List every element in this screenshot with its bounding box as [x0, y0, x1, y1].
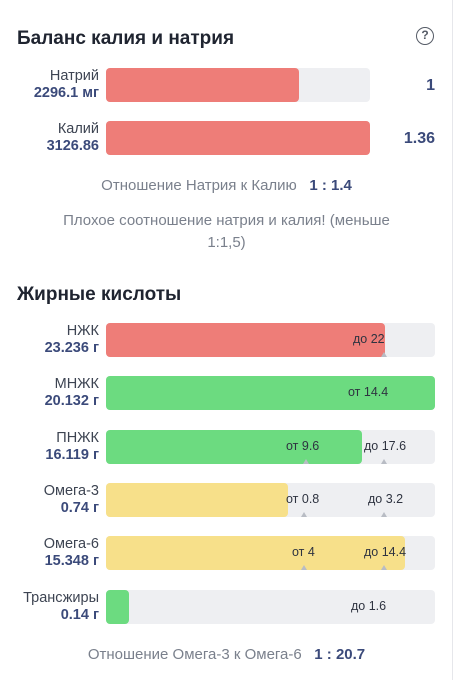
- row-label: МНЖК 20.132 г: [45, 376, 99, 410]
- row-omega3: Омега-3 0.74 г от 0.8 до 3.2: [0, 483, 453, 521]
- progress-track: от 4 до 14.4: [106, 536, 435, 570]
- progress-track: от 0.8 до 3.2: [106, 483, 435, 517]
- progress-fill: [106, 430, 362, 464]
- row-name: МНЖК: [54, 376, 99, 392]
- progress-track: от 14.4: [106, 376, 435, 410]
- row-trans-fats: Трансжиры 0.14 г до 1.6: [0, 590, 453, 628]
- row-label: Трансжиры 0.14 г: [23, 590, 99, 624]
- limit-tick: [303, 459, 309, 464]
- upper-limit-label: до 3.2: [368, 492, 404, 506]
- row-name: Калий: [57, 121, 99, 137]
- progress-fill: [106, 121, 370, 155]
- progress-fill: [106, 483, 288, 517]
- row-mufa: МНЖК 20.132 г от 14.4: [0, 376, 453, 414]
- row-pufa: ПНЖК 16.119 г от 9.6 до 17.6: [0, 430, 453, 468]
- row-label: Калий 3126.86: [47, 121, 99, 155]
- progress-track: от 9.6 до 17.6: [106, 430, 435, 464]
- row-label: ПНЖК 16.119 г: [45, 430, 99, 464]
- limit-tick: [301, 565, 307, 570]
- row-value: 0.14 г: [60, 607, 99, 623]
- row-name: Трансжиры: [23, 590, 99, 606]
- row-sodium: Натрий 2296.1 мг 1: [0, 68, 453, 106]
- limit-tick: [381, 352, 387, 357]
- progress-track: [106, 121, 370, 155]
- row-name: Натрий: [49, 68, 99, 84]
- row-value: 16.119 г: [45, 447, 99, 463]
- row-omega6: Омега-6 15.348 г от 4 до 14.4: [0, 536, 453, 574]
- upper-limit-label: до 17.6: [364, 439, 407, 453]
- row-value: 20.132 г: [44, 393, 99, 409]
- limit-tick: [381, 459, 387, 464]
- warning-line: Плохое соотношение натрия и калия! (мень…: [63, 212, 390, 229]
- lower-limit-label: от 9.6: [286, 439, 320, 453]
- progress-fill: [106, 68, 299, 102]
- progress-fill: [106, 536, 405, 570]
- row-value: 15.348 г: [44, 553, 99, 569]
- lower-limit-label: от 0.8: [286, 492, 320, 506]
- sodium-potassium-ratio: Отношение Натрия к Калию 1 : 1.4: [0, 177, 453, 194]
- upper-limit-label: до 22: [353, 332, 385, 346]
- ratio-value: 1: [426, 77, 435, 94]
- upper-limit-label: до 14.4: [364, 545, 407, 559]
- row-value: 2296.1 мг: [33, 85, 99, 101]
- ratio-label: Отношение Омега-3 к Омега-6: [87, 646, 302, 663]
- progress-fill: [106, 590, 129, 624]
- progress-track: [106, 68, 370, 102]
- omega-ratio: Отношение Омега-3 к Омега-6 1 : 20.7: [0, 646, 453, 663]
- row-potassium: Калий 3126.86 1.36: [0, 121, 453, 159]
- ratio-label: Отношение Натрия к Калию: [101, 177, 297, 194]
- ratio-warning: Плохое соотношение натрия и калия! (мень…: [0, 210, 453, 254]
- row-name: НЖК: [66, 323, 99, 339]
- progress-fill: [106, 323, 385, 357]
- upper-limit-label: до 1.6: [351, 599, 387, 613]
- limit-tick: [301, 512, 307, 517]
- warning-line: 1:1,5): [207, 234, 246, 251]
- progress-fill: [106, 376, 435, 410]
- row-name: Омега-3: [43, 483, 99, 499]
- limit-tick: [381, 512, 387, 517]
- row-value: 23.236 г: [44, 340, 99, 356]
- row-value: 0.74 г: [60, 500, 99, 516]
- row-label: Натрий 2296.1 мг: [34, 68, 99, 102]
- row-label: НЖК 23.236 г: [45, 323, 99, 357]
- progress-track: до 22: [106, 323, 435, 357]
- limit-tick: [381, 565, 387, 570]
- row-label: Омега-3 0.74 г: [44, 483, 99, 517]
- ratio-value: 1.36: [403, 130, 435, 147]
- row-name: ПНЖК: [56, 430, 99, 446]
- ratio-value: 1 : 20.7: [314, 646, 366, 663]
- lower-limit-label: от 14.4: [348, 385, 389, 399]
- progress-track: до 1.6: [106, 590, 435, 624]
- row-label: Омега-6 15.348 г: [44, 536, 99, 570]
- section-title-fatty-acids: Жирные кислоты: [17, 284, 182, 305]
- section-title-potassium-sodium: Баланс калия и натрия: [17, 28, 235, 49]
- lower-limit-label: от 4: [292, 545, 315, 559]
- row-sfa: НЖК 23.236 г до 22: [0, 323, 453, 361]
- question-circle-icon[interactable]: ?: [416, 27, 434, 45]
- ratio-value: 1 : 1.4: [309, 177, 352, 194]
- row-value: 3126.86: [46, 138, 99, 154]
- row-name: Омега-6: [43, 536, 99, 552]
